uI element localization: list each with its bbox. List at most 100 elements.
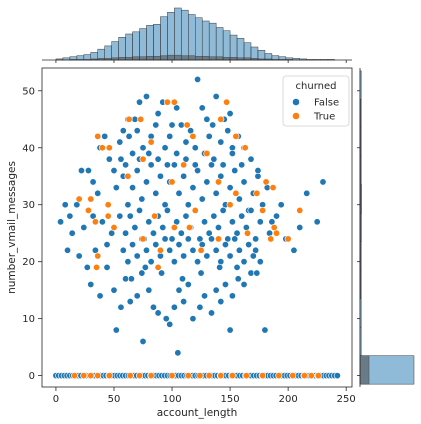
point-false (226, 326, 234, 334)
point-false (163, 206, 171, 214)
point-false (221, 280, 229, 288)
point-false (139, 337, 147, 345)
marginal-x-bar (188, 14, 196, 61)
x-tick-label: 150 (221, 394, 240, 405)
point-false (212, 246, 220, 254)
y-tick-label: 0 (29, 371, 35, 382)
point-true (104, 212, 112, 220)
point-false (180, 298, 188, 306)
point-false (122, 229, 130, 237)
point-false (122, 275, 130, 283)
point-true (259, 206, 267, 214)
point-false (110, 167, 118, 175)
point-true (154, 263, 162, 271)
point-false (125, 132, 133, 140)
point-true (214, 178, 222, 186)
point-true (191, 206, 199, 214)
point-true (296, 206, 304, 214)
point-false (197, 269, 205, 277)
point-false (152, 189, 160, 197)
point-false (175, 286, 183, 294)
point-false (247, 269, 255, 277)
point-false (184, 280, 192, 288)
point-true (84, 206, 92, 214)
point-true (87, 195, 95, 203)
point-false (145, 218, 153, 226)
point-false (124, 201, 132, 209)
point-true-zero (289, 372, 297, 380)
point-true (232, 189, 240, 197)
marginal-x-bar (174, 7, 182, 61)
point-false (201, 218, 209, 226)
x-axis-label: account_length (157, 407, 238, 419)
point-false (226, 252, 234, 260)
point-false (145, 149, 153, 157)
point-false (228, 218, 236, 226)
marginal-x-bar-true (181, 55, 189, 61)
point-false (127, 275, 135, 283)
point-false (129, 241, 137, 249)
point-false (129, 184, 137, 192)
y-axis-ticks: 0 10 20 30 40 50 (22, 86, 360, 382)
point-true (163, 98, 171, 106)
point-false (240, 258, 248, 266)
point-false (117, 303, 125, 311)
marginal-x-histogram (42, 7, 352, 61)
marginal-x-bar-true (188, 55, 196, 61)
point-false (198, 104, 206, 112)
point-false (75, 252, 83, 260)
marginal-y-histogram (359, 68, 415, 387)
point-false (64, 246, 72, 254)
marginal-x-bar (201, 20, 210, 61)
marginal-x-bar (104, 45, 112, 61)
point-false (161, 235, 169, 243)
point-true-zero (275, 372, 283, 380)
marginal-x-bar-true (215, 56, 224, 61)
point-false (168, 121, 176, 129)
point-true (94, 252, 102, 260)
point-true (197, 246, 205, 254)
point-true (223, 98, 231, 106)
point-true (75, 195, 83, 203)
point-false (147, 258, 155, 266)
marginal-x-bar-true (153, 56, 161, 61)
point-true-zero (300, 372, 308, 380)
point-false (212, 92, 220, 100)
point-false (103, 263, 111, 271)
point-true-zero (184, 372, 192, 380)
point-true-zero (136, 372, 144, 380)
point-false (184, 201, 192, 209)
point-false (142, 246, 150, 254)
point-false (170, 161, 178, 169)
marginal-x-bar (215, 27, 224, 61)
point-false (112, 184, 120, 192)
marginal-x-bar (257, 50, 266, 61)
point-true (214, 235, 222, 243)
point-false (231, 167, 239, 175)
point-false (256, 218, 264, 226)
point-false (101, 132, 109, 140)
point-false (189, 315, 197, 323)
point-false (319, 178, 327, 186)
point-false (208, 309, 216, 317)
point-false (224, 127, 232, 135)
y-tick-label: 10 (22, 314, 35, 325)
point-false (212, 189, 220, 197)
point-true-zero (168, 372, 176, 380)
point-false-zero (333, 372, 341, 380)
y-tick-label: 30 (22, 200, 35, 211)
point-false (177, 121, 185, 129)
point-false (217, 258, 225, 266)
point-false (161, 144, 169, 152)
x-axis-ticks: 0 50 100 150 200 250 (53, 60, 356, 405)
point-false (105, 155, 113, 163)
point-false (177, 229, 185, 237)
point-true (139, 155, 147, 163)
point-true-zero (196, 372, 204, 380)
marginal-x-bar (153, 24, 161, 61)
point-false (240, 178, 248, 186)
point-false (226, 184, 234, 192)
point-false (133, 292, 141, 300)
point-true (105, 144, 113, 152)
